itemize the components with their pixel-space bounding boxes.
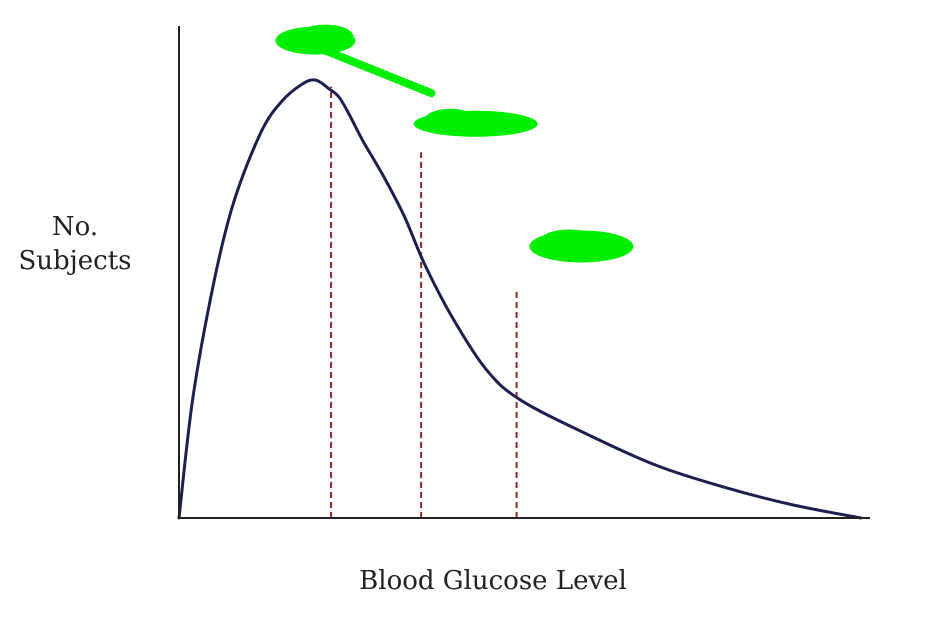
- redaction-pointer-line: [321, 46, 436, 98]
- redaction-mark-3: [529, 229, 634, 263]
- redaction-mark-1: [275, 24, 356, 55]
- y-axis-label-line-2: Subjects: [18, 246, 132, 276]
- redaction-mark-2: [413, 108, 538, 137]
- series-layer: [177, 78, 863, 520]
- y-axis-label: No. Subjects: [0, 210, 150, 278]
- redaction-marks: [275, 24, 634, 263]
- series-line-0: [177, 78, 863, 520]
- y-axis-label-line-1: No.: [51, 212, 99, 242]
- x-axis-label: Blood Glucose Level: [359, 566, 627, 596]
- axes: [178, 26, 870, 519]
- reference-lines: [330, 86, 518, 518]
